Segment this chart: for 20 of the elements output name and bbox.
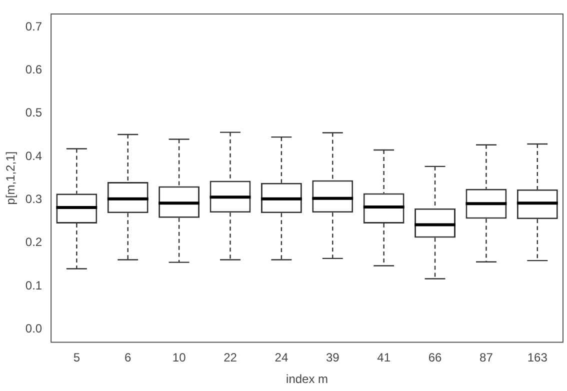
y-tick-label: 0.6 bbox=[25, 62, 42, 76]
y-tick-label: 0.4 bbox=[25, 148, 42, 163]
y-tick-label: 0.0 bbox=[25, 322, 42, 336]
x-tick-label: 41 bbox=[377, 350, 391, 365]
y-tick-label: 0.1 bbox=[25, 278, 42, 292]
y-tick-label: 0.3 bbox=[25, 192, 42, 206]
x-tick-label: 6 bbox=[124, 350, 132, 365]
y-tick-label: 0.7 bbox=[25, 19, 42, 34]
x-tick-label: 24 bbox=[274, 350, 288, 365]
x-tick-label: 5 bbox=[73, 350, 80, 365]
x-tick-label: 39 bbox=[326, 350, 340, 365]
x-tick-label: 10 bbox=[172, 350, 186, 365]
y-axis-title: p[m,1,2,1] bbox=[4, 151, 18, 205]
x-tick-label: 163 bbox=[527, 350, 548, 365]
x-tick-label: 22 bbox=[224, 350, 238, 365]
y-tick-label: 0.5 bbox=[25, 106, 42, 120]
x-tick-label: 87 bbox=[480, 350, 494, 365]
y-tick-label: 0.2 bbox=[25, 235, 42, 250]
x-axis-title: index m bbox=[286, 372, 328, 386]
x-tick-label: 66 bbox=[428, 350, 442, 365]
